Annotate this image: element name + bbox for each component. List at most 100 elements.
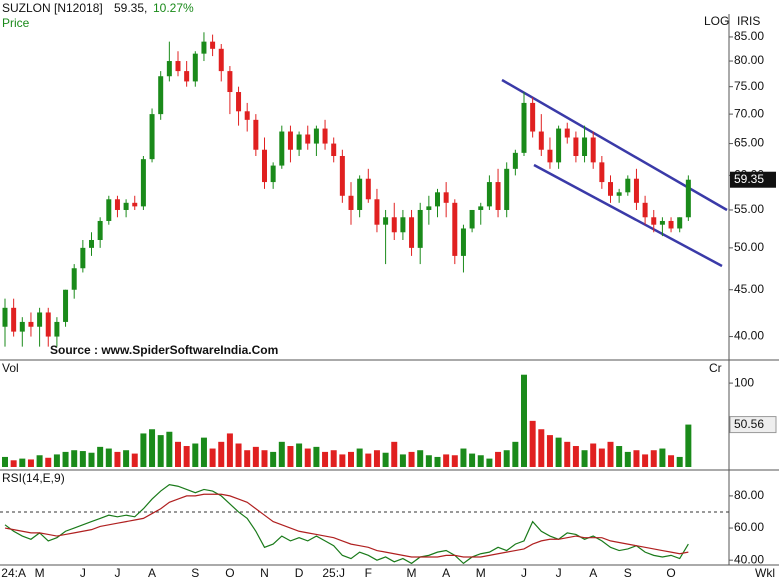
volume-bar (36, 455, 43, 467)
x-tick-label: A (442, 566, 450, 580)
panel-title: RSI(14,E,9) (2, 471, 65, 485)
x-tick-label: M (35, 566, 45, 580)
candle-body (521, 102, 527, 153)
candle-body (391, 217, 397, 233)
x-tick-label: S (624, 566, 632, 580)
y-tick-label: 80.00 (734, 53, 764, 67)
candle-body (175, 61, 181, 72)
x-tick-label: J (556, 566, 562, 580)
volume-bar (425, 455, 432, 467)
candle-body (590, 137, 596, 163)
candle-body (63, 289, 69, 322)
symbol: SUZLON [N12018] (2, 1, 103, 15)
volume-bar (175, 441, 181, 467)
volume-bar (97, 446, 104, 467)
volume-bar (2, 456, 8, 467)
candle-body (158, 76, 164, 115)
x-tick-label: D (295, 566, 304, 580)
volume-bar (443, 454, 450, 467)
x-tick-label: A (148, 566, 156, 580)
volume-bar (590, 443, 597, 467)
change: 10.27% (153, 1, 194, 15)
volume-bar (668, 455, 675, 467)
volume-bar (244, 450, 251, 467)
volume-bar (572, 446, 579, 467)
volume-bar (218, 441, 225, 467)
candle-body (123, 202, 129, 210)
period-label: Wkl (755, 566, 775, 580)
volume-bar (123, 450, 130, 467)
volume-bar (538, 429, 545, 467)
y-tick-label: 60.00 (734, 520, 764, 534)
candle-body (201, 41, 207, 54)
volume-bar (399, 454, 406, 467)
rsi-line (4, 493, 689, 558)
volume-bar (356, 448, 363, 467)
scale-label: LOG (704, 14, 729, 28)
candle-body (469, 209, 475, 229)
candle-body (244, 111, 250, 120)
volume-bar (633, 450, 640, 467)
candle-body (270, 165, 276, 183)
volume-bar (495, 451, 502, 467)
y-tick-label: 100 (734, 375, 754, 389)
y-tick-label: 40.00 (734, 552, 764, 566)
candle-body (37, 312, 43, 327)
candle-body (132, 202, 138, 207)
candle-body (305, 134, 311, 144)
unit-label: Cr (709, 361, 722, 375)
volume-bar (79, 451, 86, 467)
candle-body (374, 199, 380, 225)
last-value-box (729, 416, 777, 434)
volume-bar (183, 446, 190, 467)
volume-bar (598, 448, 605, 467)
candle-body (608, 182, 613, 196)
candle-body (625, 178, 631, 193)
volume-bar (287, 446, 294, 467)
volume-bar (564, 441, 571, 467)
volume-bar (685, 424, 692, 467)
volume-bar (226, 433, 233, 467)
candle-body (313, 128, 319, 144)
y-tick-label: 65.00 (734, 136, 764, 150)
last-value: 59.35 (734, 172, 764, 186)
volume-bar (131, 453, 138, 467)
volume-bar (19, 458, 26, 467)
candle-body (573, 137, 579, 156)
volume-bar (330, 450, 337, 467)
volume-bar (88, 452, 95, 467)
last-price: 59.35, (114, 1, 147, 15)
candle-body (443, 192, 449, 203)
candle-body (339, 155, 345, 196)
candle-body (365, 178, 371, 200)
candle-body (331, 143, 337, 156)
candle-body (616, 192, 622, 196)
rsi-line (4, 484, 689, 565)
volume-bar (313, 446, 320, 467)
candle-body (512, 152, 518, 169)
volume-bar (469, 453, 476, 467)
volume-bar (382, 452, 389, 467)
candle-body (149, 114, 155, 160)
volume-bar (140, 433, 147, 467)
candle-body (2, 307, 8, 327)
y-tick-label: 75.00 (734, 79, 764, 93)
candle-body (564, 128, 570, 138)
candle-body (80, 247, 86, 269)
candle-body (253, 119, 259, 150)
volume-bar (278, 441, 285, 467)
volume-bar (642, 454, 649, 467)
x-tick-label: J (114, 566, 120, 580)
candle-body (54, 321, 60, 337)
candle-body (279, 131, 285, 166)
volume-bar (27, 459, 34, 467)
x-tick-label: N (260, 566, 269, 580)
volume-bar (521, 374, 527, 467)
volume-bar (235, 443, 242, 467)
volume-bar (322, 451, 329, 467)
candle-body (236, 92, 242, 112)
candle-body (210, 41, 216, 49)
y-tick-label: 50.00 (734, 240, 764, 254)
candle-body (348, 195, 354, 210)
